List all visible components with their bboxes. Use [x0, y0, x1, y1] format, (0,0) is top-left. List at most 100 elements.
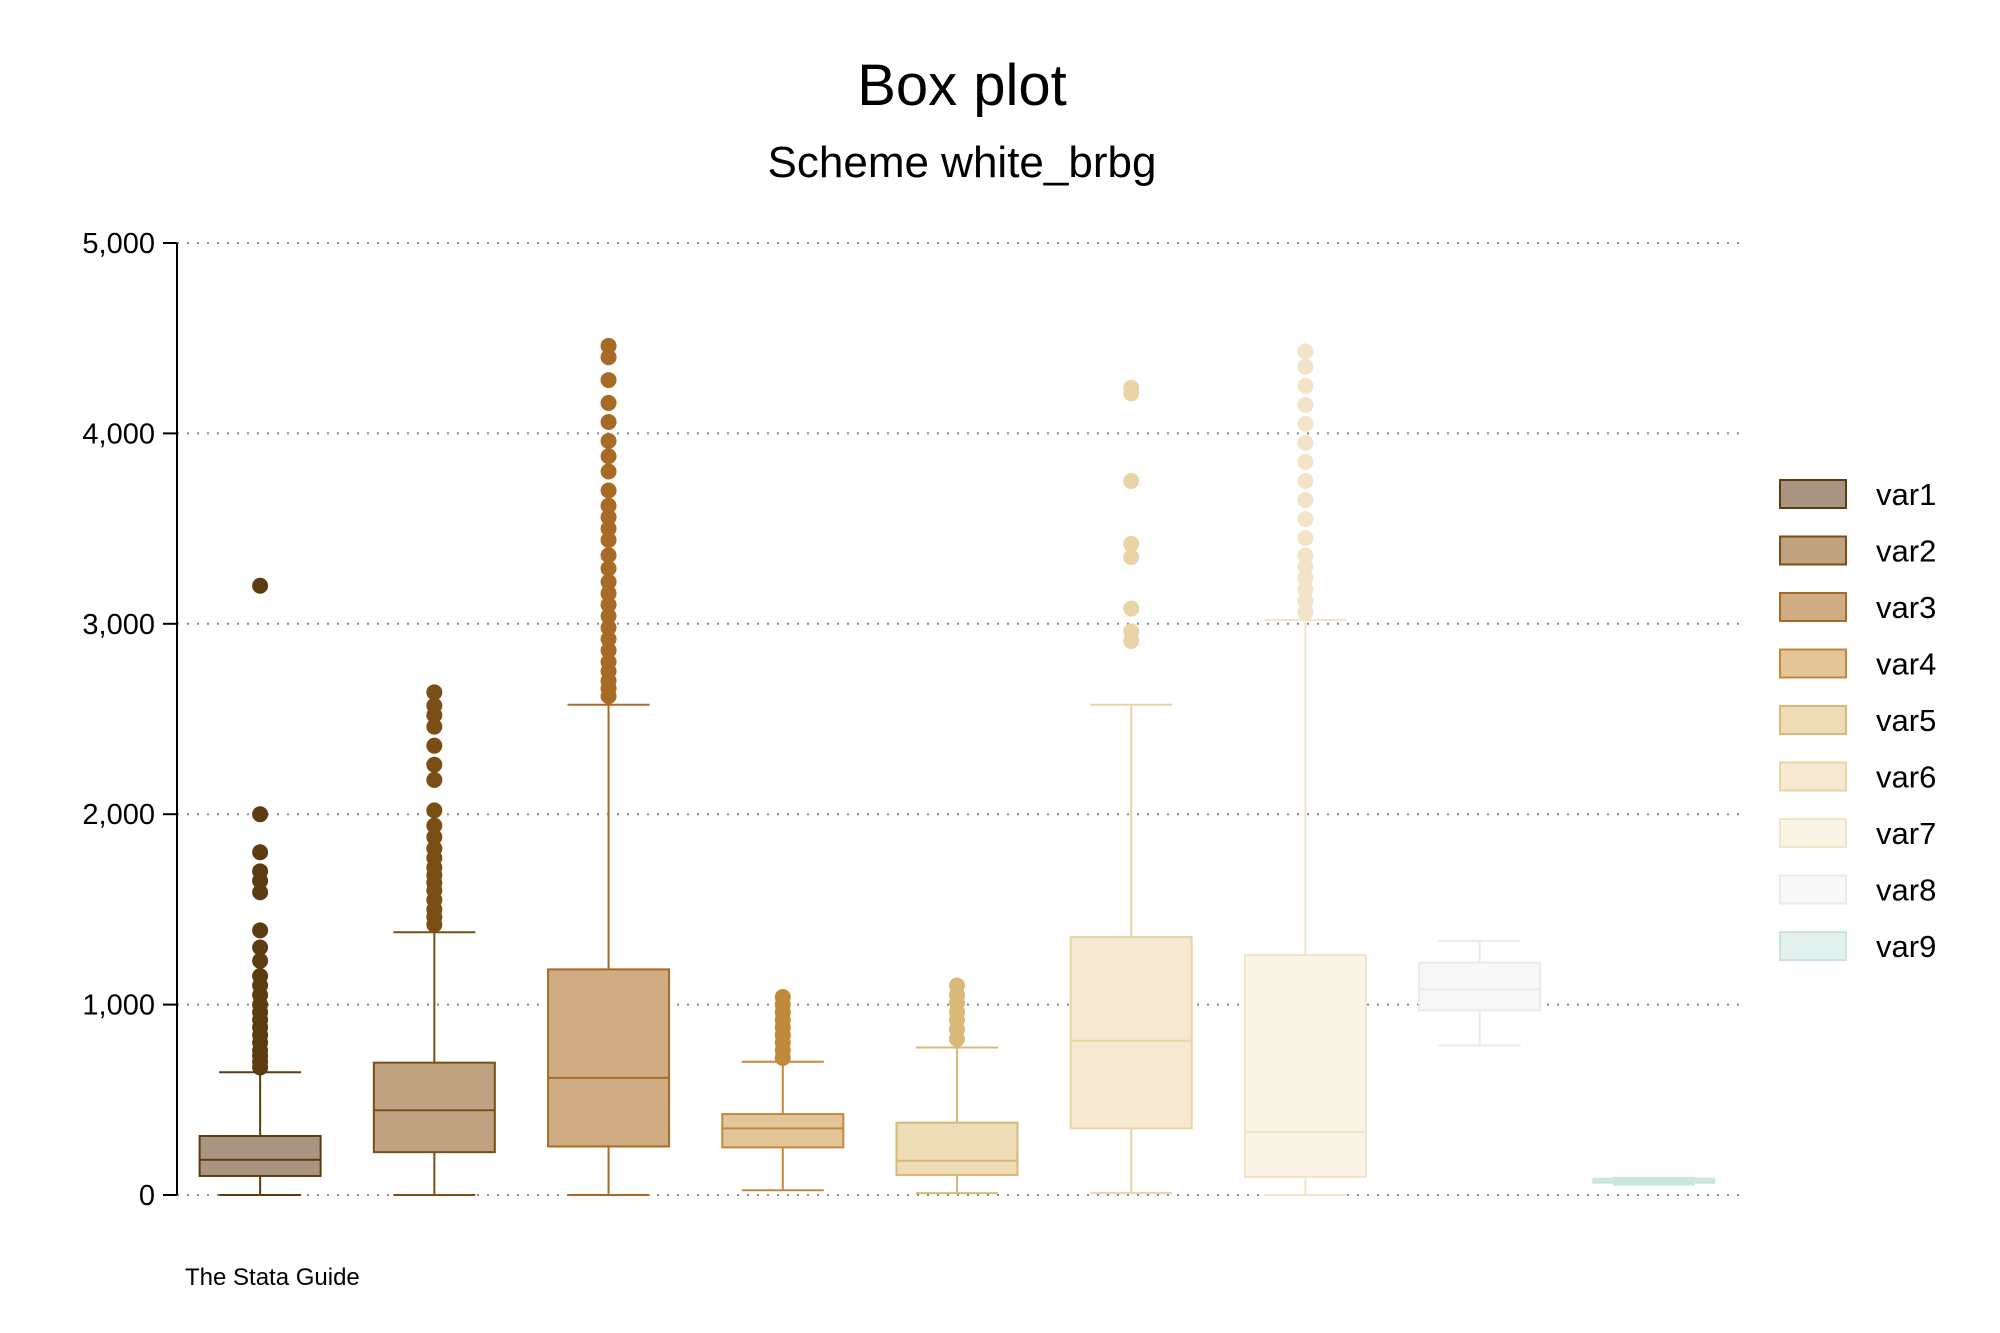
- outlier-point: [1297, 547, 1314, 564]
- outlier-point: [1297, 604, 1314, 621]
- legend-label-var4: var4: [1876, 647, 1936, 682]
- outlier-point: [600, 596, 617, 613]
- outlier-point: [600, 509, 617, 526]
- outlier-point: [600, 653, 617, 670]
- outlier-point: [1297, 415, 1314, 432]
- chart-subtitle: Scheme white_brbg: [768, 138, 1157, 187]
- outlier-point: [252, 922, 269, 939]
- box-var9: [1592, 1176, 1716, 1186]
- outlier-point: [600, 372, 617, 389]
- box-var2: [372, 684, 496, 1196]
- outlier-point: [426, 817, 443, 834]
- outlier-point: [600, 560, 617, 577]
- outlier-point: [252, 577, 269, 594]
- outlier-point: [1297, 558, 1314, 575]
- outlier-point: [426, 802, 443, 819]
- iqr-box: [547, 968, 671, 1148]
- outlier-point: [252, 939, 269, 956]
- legend-swatch-var9: [1779, 931, 1847, 961]
- legend-label-var8: var8: [1876, 873, 1936, 908]
- y-axis: 0 1,000 2,000 3,000 4,000 5,000: [82, 228, 178, 1212]
- outlier-point: [949, 977, 965, 994]
- outlier-point: [426, 756, 443, 773]
- outlier-point: [600, 532, 617, 549]
- outlier-point: [600, 631, 617, 648]
- iqr-box: [895, 1121, 1019, 1177]
- outlier-point: [1297, 343, 1314, 360]
- outlier-point: [426, 697, 443, 714]
- outlier-point: [1297, 358, 1314, 375]
- legend-swatch-var2: [1779, 535, 1847, 566]
- legend-swatch-var7: [1779, 818, 1847, 848]
- legend-label-var9: var9: [1876, 929, 1936, 964]
- outlier-point: [1123, 535, 1140, 552]
- outlier-point: [600, 573, 617, 590]
- iqr-box: [1069, 936, 1193, 1130]
- outlier-point: [1123, 623, 1140, 640]
- iqr-box: [721, 1113, 845, 1149]
- boxes: [198, 337, 1716, 1196]
- chart-note: The Stata Guide: [185, 1264, 360, 1291]
- legend-label-var2: var2: [1876, 534, 1936, 569]
- legend-swatch-var3: [1779, 592, 1847, 622]
- outlier-point: [426, 684, 443, 701]
- outlier-point: [426, 718, 443, 735]
- box-var1: [198, 577, 322, 1196]
- chart-title: Box plot: [857, 53, 1067, 118]
- outlier-point: [252, 863, 269, 880]
- outlier-point: [426, 840, 443, 857]
- iqr-box: [1243, 954, 1367, 1178]
- outlier-point: [600, 520, 617, 537]
- y-tick-label: 0: [139, 1180, 155, 1212]
- legend-swatch-var5: [1779, 705, 1847, 735]
- outlier-point: [600, 433, 617, 450]
- y-tick-label: 2,000: [82, 799, 155, 831]
- outlier-point: [1297, 570, 1314, 587]
- outlier-point: [1123, 549, 1140, 566]
- outlier-point: [600, 608, 617, 625]
- outlier-point: [1297, 434, 1314, 451]
- outlier-point: [252, 844, 269, 861]
- outlier-point: [1297, 592, 1314, 609]
- outlier-point: [1297, 492, 1314, 509]
- legend-swatch-var1: [1779, 479, 1847, 509]
- outlier-point: [1297, 473, 1314, 489]
- iqr-box: [1418, 961, 1542, 1012]
- outlier-point: [600, 497, 617, 514]
- outlier-point: [774, 988, 791, 1005]
- outlier-point: [252, 884, 269, 901]
- y-tick-label: 3,000: [82, 609, 155, 641]
- outlier-point: [600, 349, 617, 366]
- legend-label-var3: var3: [1876, 590, 1936, 625]
- box-var5: [895, 977, 1019, 1195]
- outlier-point: [426, 771, 443, 788]
- iqr-box: [198, 1134, 322, 1177]
- outlier-point: [600, 448, 617, 465]
- outlier-point: [600, 394, 617, 411]
- outlier-point: [1297, 396, 1314, 413]
- gridlines: [177, 242, 1745, 1196]
- box-var7: [1243, 343, 1367, 1196]
- legend-label-var7: var7: [1876, 816, 1936, 851]
- outlier-point: [600, 619, 617, 636]
- box-var8: [1418, 939, 1542, 1047]
- outlier-point: [1297, 581, 1314, 598]
- outlier-point: [1297, 377, 1314, 394]
- outlier-point: [252, 968, 269, 985]
- outlier-point: [1123, 600, 1140, 617]
- outlier-point: [600, 463, 617, 480]
- legend-label-var6: var6: [1876, 760, 1936, 795]
- outlier-point: [1297, 530, 1314, 547]
- outlier-point: [600, 547, 617, 564]
- outlier-point: [1297, 511, 1314, 528]
- legend-swatch-var8: [1779, 874, 1847, 905]
- iqr-box: [372, 1061, 496, 1154]
- legend-label-var1: var1: [1876, 477, 1936, 512]
- legend: var1 var2 var3 var4 var5 var6 var7 var8 var9: [1779, 477, 1936, 964]
- outlier-point: [600, 642, 617, 659]
- outlier-point: [600, 337, 617, 354]
- outlier-point: [1123, 473, 1140, 489]
- outlier-point: [426, 829, 443, 846]
- box-var6: [1069, 379, 1193, 1195]
